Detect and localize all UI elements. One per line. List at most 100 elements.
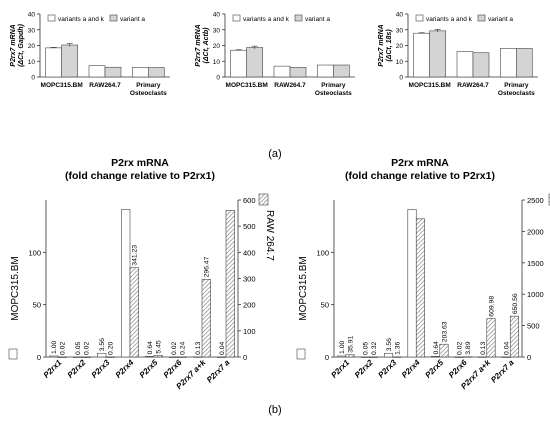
data-label: 341.23 — [132, 245, 139, 266]
y-tick-label: 20 — [213, 43, 221, 50]
bar-variant-a — [472, 52, 490, 78]
bar-variant-a — [289, 67, 307, 78]
category-label: P2rx3 — [376, 358, 398, 380]
bar-right-series — [177, 356, 187, 358]
category-label: P2rx1 — [42, 358, 64, 380]
y-tick-label: 20 — [396, 43, 404, 50]
bar-left-series — [336, 355, 347, 358]
chart-a3: 0 10 20 30 40 P2rx7 mRNA (ΔCt, 18s) variants a … — [378, 12, 538, 97]
data-label: 0.13 — [195, 341, 202, 354]
data-label: 0.02 — [456, 342, 463, 355]
panel-label-a: (a) — [268, 148, 281, 160]
category-label: P2rx3 — [90, 358, 112, 380]
chart-a1: 0 10 20 30 40 P2rx7 mRNA (ΔCt, Gapdh) variants … — [10, 12, 170, 97]
data-label: 609.98 — [488, 296, 495, 317]
data-label: 1.00 — [339, 341, 346, 354]
bar-left-series — [430, 356, 441, 358]
bar-variant-a — [429, 30, 446, 78]
category-label: RAW264.7 — [274, 82, 306, 89]
data-label: 0.04 — [219, 342, 226, 355]
bar-variant-a — [333, 64, 350, 78]
y-axis-label: P2rx7 mRNA — [195, 24, 202, 66]
category-label: Osteoclasts — [315, 90, 352, 97]
legend-label: variants a and k — [243, 16, 290, 23]
bar-variants-a-and-k — [88, 65, 106, 78]
y-tick-label: 0 — [31, 75, 35, 82]
data-label: 0.20 — [108, 341, 115, 354]
data-label: 0.04 — [503, 342, 510, 355]
y-axis-label: (ΔCt, Actb) — [203, 27, 210, 64]
bar-variants-a-and-k — [132, 67, 149, 78]
chart-title: (fold change relative to P2rx1) — [345, 170, 495, 182]
right-y-tick-label: 1000 — [527, 290, 544, 299]
data-label: 0.02 — [171, 342, 178, 355]
y-tick-label: 10 — [28, 59, 36, 66]
legend-swatch-left — [8, 348, 18, 360]
bar-left-series — [49, 355, 59, 358]
bar-variant-a — [246, 47, 263, 78]
legend-swatch-right — [258, 193, 269, 206]
bar-left-series — [454, 356, 464, 358]
y-tick-label: 20 — [28, 43, 36, 50]
data-label: 0.64 — [147, 341, 154, 354]
bar-right-series — [57, 356, 67, 358]
right-y-tick-label: 2000 — [527, 227, 544, 236]
y-tick-label: 30 — [396, 27, 404, 34]
chart-a2: 0 10 20 30 40 P2rx7 mRNA (ΔCt, Actb) variants a… — [195, 12, 355, 97]
data-label: 0.02 — [84, 342, 91, 355]
category-label: Osteoclasts — [498, 90, 535, 97]
category-label: P2rx2 — [353, 358, 375, 380]
category-label: MOPC315.BM — [226, 82, 268, 89]
left-axis-label: MOPC315.BM — [10, 256, 21, 320]
data-label: 0.05 — [362, 341, 369, 354]
bar-right-series — [81, 356, 91, 358]
category-label: P2rx4 — [400, 358, 422, 380]
category-label: P2rx5 — [423, 358, 445, 380]
category-label: P2rx2 — [66, 358, 88, 380]
legend-swatch — [294, 14, 303, 22]
bar-left-series — [73, 356, 83, 358]
category-label: Primary — [136, 82, 161, 89]
bar-left-series — [383, 352, 394, 358]
chart-title: (fold change relative to P2rx1) — [65, 170, 215, 182]
data-label: 0.24 — [180, 341, 187, 354]
bar-left-series — [169, 356, 179, 358]
category-label: RAW264.7 — [457, 82, 489, 89]
bar-variants-a-and-k — [317, 64, 334, 78]
data-label: 0.13 — [480, 341, 487, 354]
bar-right-series — [225, 210, 235, 358]
bar-left-series — [217, 356, 227, 358]
data-label: 1.00 — [51, 341, 58, 354]
bar-right-series — [201, 279, 211, 358]
panel-label-b: (b) — [268, 404, 281, 416]
category-label: P2rx1 — [329, 358, 351, 380]
right-y-tick-label: 500 — [527, 322, 540, 331]
data-label: 5.45 — [156, 340, 163, 353]
right-y-tick-label: 2500 — [527, 196, 544, 205]
bar-variant-a — [148, 67, 165, 78]
y-axis-label: (ΔCt, Gapdh) — [18, 23, 25, 66]
data-label: 35.91 — [347, 336, 354, 353]
y-axis-label: (ΔCt, 18s) — [386, 29, 393, 62]
right-y-tick-label: 0 — [527, 353, 531, 362]
left-y-tick-label: 50 — [33, 301, 41, 310]
chart-title: P2rx mRNA — [111, 157, 169, 169]
right-y-tick-label: 300 — [243, 275, 256, 284]
y-tick-label: 30 — [28, 27, 36, 34]
bar-right-series — [153, 355, 163, 358]
right-axis-label: RAW 264.7 — [264, 210, 275, 261]
left-y-tick-label: 100 — [316, 248, 329, 257]
data-label: 296.47 — [204, 256, 211, 277]
y-tick-label: 10 — [213, 59, 221, 66]
category-label: Osteoclasts — [130, 90, 167, 97]
bar-left-series — [501, 356, 511, 358]
bar-left-series — [145, 356, 155, 358]
y-axis-label: P2rx7 mRNA — [10, 24, 17, 66]
category-label: P2rx6 — [447, 358, 469, 380]
bar-right-series — [129, 267, 139, 358]
data-label: 203.63 — [441, 321, 448, 342]
category-label: Primary — [504, 82, 529, 89]
right-y-tick-label: 0 — [243, 353, 247, 362]
category-label: P2rx7 a — [489, 358, 516, 385]
